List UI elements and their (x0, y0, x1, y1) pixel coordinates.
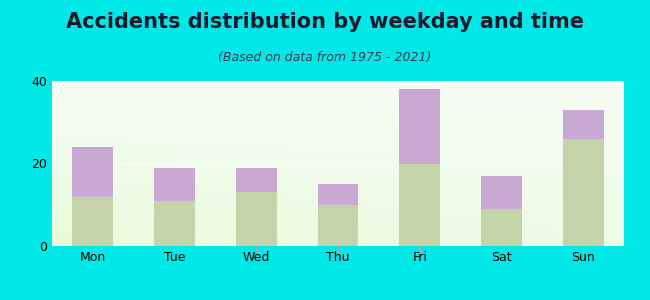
Bar (563, 110, 604, 139)
Bar (481, 176, 522, 209)
Bar (154, 201, 195, 246)
Bar (72, 147, 113, 196)
Bar (318, 184, 358, 205)
Text: Accidents distribution by weekday and time: Accidents distribution by weekday and ti… (66, 12, 584, 32)
Bar (318, 205, 358, 246)
Bar (236, 192, 277, 246)
Bar (399, 89, 440, 164)
Bar (154, 168, 195, 201)
Bar (399, 164, 440, 246)
Bar (481, 209, 522, 246)
Legend: AM, PM: AM, PM (280, 298, 396, 300)
Text: (Based on data from 1975 - 2021): (Based on data from 1975 - 2021) (218, 51, 432, 64)
Bar (236, 168, 277, 192)
Bar (563, 139, 604, 246)
Bar (72, 196, 113, 246)
